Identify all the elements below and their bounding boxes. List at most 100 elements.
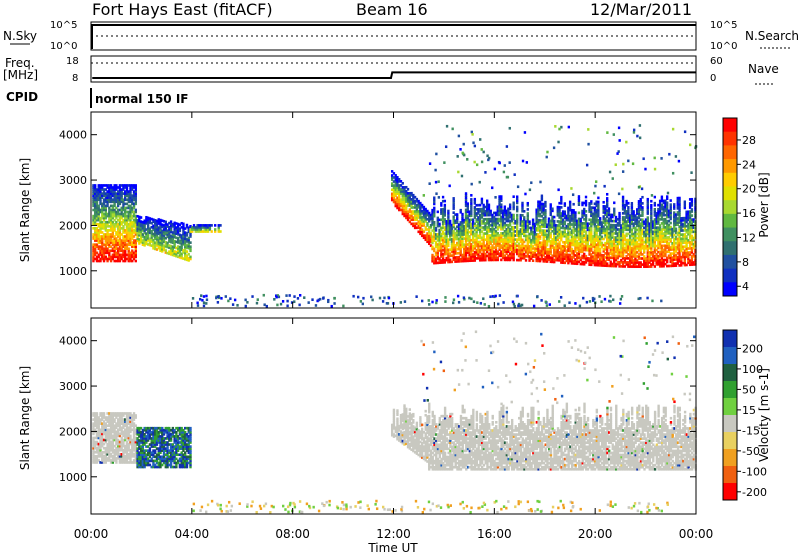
power-cell — [595, 263, 598, 267]
power-cell — [574, 217, 577, 221]
power-cell — [586, 226, 589, 230]
power-cell — [498, 219, 501, 223]
power-cell — [405, 206, 408, 210]
power-cell — [452, 252, 455, 255]
power-cell — [428, 217, 431, 221]
power-cell — [173, 241, 176, 245]
power-cell — [454, 227, 457, 231]
power-cell — [399, 208, 403, 212]
power-cell — [166, 243, 169, 247]
power-cell — [687, 259, 690, 263]
power-cell — [120, 241, 123, 244]
power-cell — [164, 226, 167, 230]
power-cell — [606, 219, 609, 223]
power-cell — [591, 255, 595, 259]
power-cell — [456, 229, 459, 233]
power-cell — [516, 258, 519, 262]
power-cell — [390, 188, 394, 192]
power-cell — [519, 250, 522, 254]
power-cell — [546, 233, 549, 237]
power-cell — [443, 214, 447, 217]
power-cell — [184, 255, 187, 259]
power-cell — [175, 226, 178, 229]
power-cell — [616, 228, 619, 231]
power-cell — [637, 208, 641, 211]
power-cell — [184, 243, 187, 247]
power-cell — [94, 206, 97, 210]
power-cell — [611, 240, 614, 243]
power-cell — [588, 251, 591, 254]
power-cell — [577, 199, 581, 202]
power-cell — [503, 211, 507, 215]
power-cell — [685, 214, 688, 218]
power-cell — [101, 247, 104, 251]
power-cell — [108, 214, 111, 218]
power-cell — [493, 223, 496, 227]
power-cell — [482, 250, 485, 254]
power-cell — [630, 250, 634, 254]
power-cell — [655, 222, 658, 225]
power-cell — [159, 249, 162, 253]
power-cell — [530, 232, 533, 236]
power-cell — [403, 188, 406, 191]
power-cell — [690, 242, 694, 246]
power-cell — [537, 210, 540, 214]
power-cell — [623, 210, 627, 213]
power-cell — [118, 222, 122, 226]
power-cell — [454, 221, 457, 225]
power-cell — [637, 297, 640, 301]
power-cell — [445, 250, 448, 254]
power-cell — [125, 237, 129, 240]
power-cell — [192, 224, 196, 227]
power-cell — [581, 224, 584, 227]
power-cell — [97, 247, 100, 251]
power-cell — [115, 210, 118, 214]
power-cell — [138, 231, 141, 235]
power-cell — [164, 232, 167, 236]
power-cell — [113, 188, 116, 191]
power-cell — [616, 234, 619, 237]
power-cell — [597, 219, 600, 222]
power-cell — [558, 250, 561, 254]
power-cell — [122, 255, 125, 259]
power-cell — [510, 238, 514, 241]
power-cell — [535, 226, 538, 230]
power-cell — [621, 261, 625, 264]
power-cell — [443, 238, 447, 242]
power-cell — [680, 263, 683, 267]
power-cell — [644, 257, 648, 260]
power-cell — [396, 206, 399, 210]
power-cell — [660, 240, 664, 244]
power-cell — [595, 257, 598, 261]
power-cell — [111, 216, 115, 220]
power-cell — [584, 254, 588, 258]
power-cell — [627, 218, 630, 221]
power-cell — [115, 237, 118, 240]
power-cell — [187, 259, 190, 262]
power-cell — [136, 214, 139, 218]
power-cell — [95, 214, 99, 218]
power-cell — [588, 230, 591, 234]
power-cell — [628, 220, 632, 223]
power-cell — [115, 220, 118, 224]
power-cell — [471, 238, 475, 242]
power-cell — [658, 240, 662, 244]
power-cell — [590, 236, 593, 240]
power-cell — [134, 233, 137, 236]
nave-label: Nave — [748, 62, 779, 76]
power-cell — [563, 210, 567, 214]
power-cell — [390, 194, 394, 198]
power-cell — [524, 224, 528, 227]
power-cell — [134, 220, 137, 224]
power-cell — [468, 226, 471, 230]
power-cell — [205, 228, 208, 231]
power-cell — [602, 229, 605, 233]
power-cell — [293, 295, 296, 298]
power-cell — [475, 250, 478, 254]
power-cell — [549, 223, 552, 227]
power-cell — [104, 255, 107, 259]
power-cell — [125, 257, 129, 261]
power-cell — [92, 227, 95, 230]
power-cell — [644, 228, 648, 232]
power-cell — [493, 256, 496, 260]
